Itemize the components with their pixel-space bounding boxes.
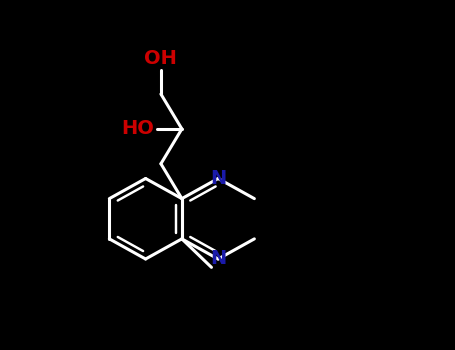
Text: N: N	[210, 169, 226, 188]
Text: OH: OH	[145, 49, 177, 68]
Text: N: N	[210, 250, 226, 268]
Text: HO: HO	[121, 119, 155, 138]
